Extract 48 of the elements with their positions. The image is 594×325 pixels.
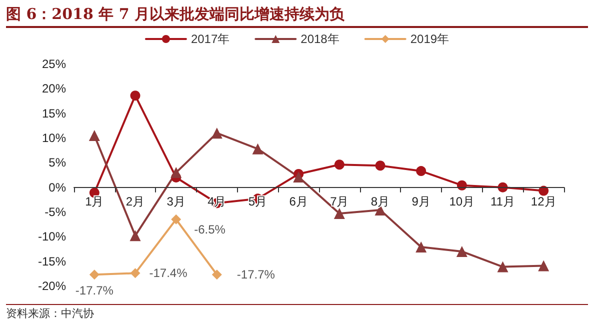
point: [497, 261, 508, 272]
x-tick-label: 3月: [166, 194, 186, 208]
x-tick-label: 10月: [449, 194, 475, 208]
y-tick-label: -10%: [38, 230, 66, 244]
y-tick-label: 10%: [42, 131, 66, 145]
point: [130, 90, 140, 101]
legend-label: 2019年: [410, 32, 450, 46]
legend-label: 2017年: [190, 32, 230, 46]
y-tick-label: -20%: [38, 279, 66, 293]
x-tick-label: 6月: [289, 194, 308, 208]
x-tick-label: 9月: [412, 194, 430, 208]
point: [130, 230, 141, 242]
text: 资料来源：中汽协: [6, 304, 588, 323]
y-tick-label: 15%: [42, 106, 66, 120]
point: [375, 160, 386, 171]
data-label: -17.4%: [149, 266, 188, 280]
x-tick-label: 1月: [85, 194, 104, 208]
y-tick-label: 25%: [42, 57, 66, 71]
x-tick-label: 8月: [370, 194, 390, 208]
point: [252, 143, 264, 154]
data-label: -17.7%: [236, 268, 276, 282]
chart-title: 图 6：2018 年 7 月以来批发端同比增速持续为负: [6, 2, 588, 28]
point: [211, 128, 222, 139]
data-label: -17.7%: [75, 284, 114, 298]
point: [334, 160, 344, 170]
data-label: -6.5%: [194, 222, 226, 236]
point: [416, 166, 426, 176]
point: [171, 214, 182, 224]
point: [293, 171, 304, 182]
x-tick-label: 11月: [490, 194, 515, 208]
point: [89, 270, 100, 280]
x-tick-label: 12月: [530, 194, 556, 208]
point: [170, 167, 182, 178]
x-tick-label: 7月: [330, 194, 349, 208]
y-tick-label: 20%: [42, 82, 66, 96]
point: [538, 260, 550, 272]
point: [88, 130, 100, 142]
point: [334, 208, 345, 219]
y-tick-label: 5%: [48, 156, 66, 170]
x-tick-label: 2月: [126, 194, 145, 208]
point: [130, 268, 140, 278]
y-tick-label: -15%: [38, 254, 66, 268]
legend-label: 2018年: [300, 32, 340, 46]
point: [456, 246, 468, 257]
y-tick-label: -5%: [44, 205, 66, 219]
point: [416, 242, 427, 253]
y-tick-label: 0%: [48, 180, 66, 194]
point: [212, 270, 222, 280]
